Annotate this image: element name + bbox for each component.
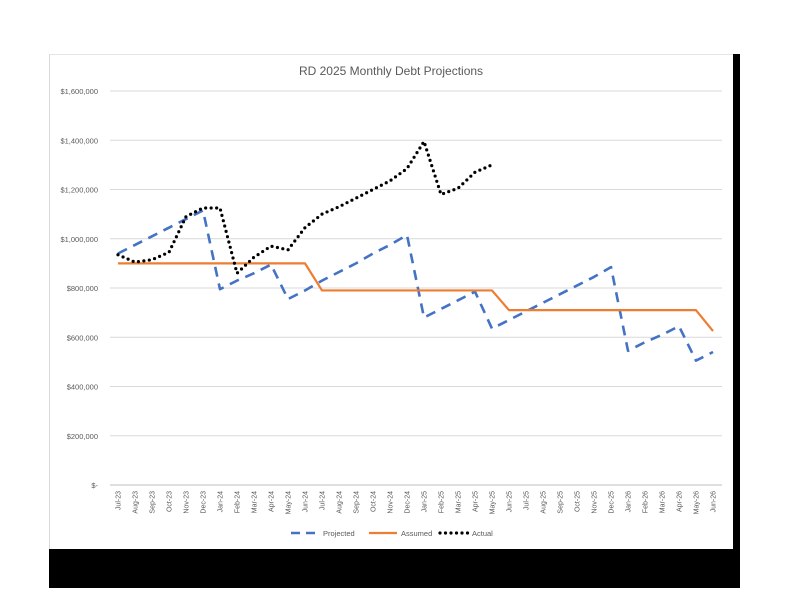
y-tick-label: $200,000 (67, 432, 98, 441)
x-tick-label: Nov-23 (184, 491, 191, 514)
legend-label-actual: Actual (472, 529, 493, 538)
y-tick-label: $1,400,000 (60, 136, 98, 145)
x-tick-label: Sep-23 (150, 491, 157, 514)
y-tick-label: $1,200,000 (60, 186, 98, 195)
x-tick-label: Dec-23 (201, 491, 208, 514)
x-tick-label: Jun-24 (303, 491, 310, 513)
right-edge-bar (733, 54, 740, 588)
x-tick-label: Jan-24 (218, 491, 225, 513)
series-lines (116, 139, 714, 362)
x-tick-label: Nov-24 (388, 491, 395, 514)
x-tick-label: Jul-23 (116, 491, 123, 510)
series-line-actual (116, 139, 494, 275)
x-tick-label: Mar-24 (252, 491, 259, 513)
series-line-assumed (118, 262, 714, 332)
x-tick-label: Feb-25 (439, 491, 446, 513)
legend-label-assumed: Assumed (401, 529, 432, 538)
chart-title: RD 2025 Monthly Debt Projections (299, 64, 483, 78)
y-tick-label: $800,000 (67, 284, 98, 293)
x-tick-label: Nov-25 (592, 491, 599, 514)
x-tick-label: Aug-23 (133, 491, 140, 514)
x-tick-label: Jan-25 (422, 491, 429, 513)
y-tick-label: $- (91, 481, 98, 490)
y-tick-label: $1,000,000 (60, 235, 98, 244)
x-tick-label: Apr-26 (677, 491, 684, 512)
x-tick-label: Mar-25 (456, 491, 463, 513)
x-tick-label: Sep-24 (354, 491, 361, 514)
x-tick-label: Oct-24 (371, 491, 378, 512)
x-tick-label: Jun-26 (711, 491, 718, 513)
x-axis-ticks: Jul-23 Aug-23 Sep-23 Oct-23 Nov-23 Dec-23 Jan-… (116, 491, 718, 514)
y-tick-label: $400,000 (67, 383, 98, 392)
legend-label-projected: Projected (323, 529, 355, 538)
bottom-edge-bar (49, 549, 740, 588)
gridlines (110, 90, 722, 486)
legend: Projected Assumed Actual (291, 529, 493, 538)
y-tick-label: $1,600,000 (60, 87, 98, 96)
x-tick-label: Jun-25 (507, 491, 514, 513)
page-frame (49, 54, 735, 549)
x-tick-label: May-26 (694, 491, 701, 514)
x-tick-label: Dec-24 (405, 491, 412, 514)
x-tick-label: May-24 (286, 491, 293, 514)
x-tick-label: Dec-25 (609, 491, 616, 514)
y-axis-ticks: $- $200,000 $400,000 $600,000 $800,000 $1,000… (60, 87, 98, 490)
x-tick-label: Oct-25 (575, 491, 582, 512)
x-tick-label: Jan-26 (626, 491, 633, 513)
x-tick-label: Jul-25 (524, 491, 531, 510)
x-tick-label: Aug-24 (337, 491, 344, 514)
series-line-projected (117, 209, 714, 362)
x-tick-label: Apr-25 (473, 491, 480, 512)
x-tick-label: Sep-25 (558, 491, 565, 514)
x-tick-label: Mar-26 (660, 491, 667, 513)
x-tick-label: Oct-23 (167, 491, 174, 512)
x-tick-label: Apr-24 (269, 491, 276, 512)
x-tick-label: Feb-24 (235, 491, 242, 513)
x-tick-label: May-25 (490, 491, 497, 514)
x-tick-label: Aug-25 (541, 491, 548, 514)
x-tick-label: Jul-24 (320, 491, 327, 510)
x-tick-label: Feb-26 (643, 491, 650, 513)
y-tick-label: $600,000 (67, 333, 98, 342)
